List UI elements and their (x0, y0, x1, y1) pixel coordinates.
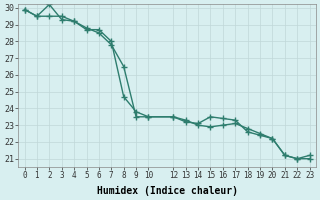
X-axis label: Humidex (Indice chaleur): Humidex (Indice chaleur) (97, 186, 237, 196)
